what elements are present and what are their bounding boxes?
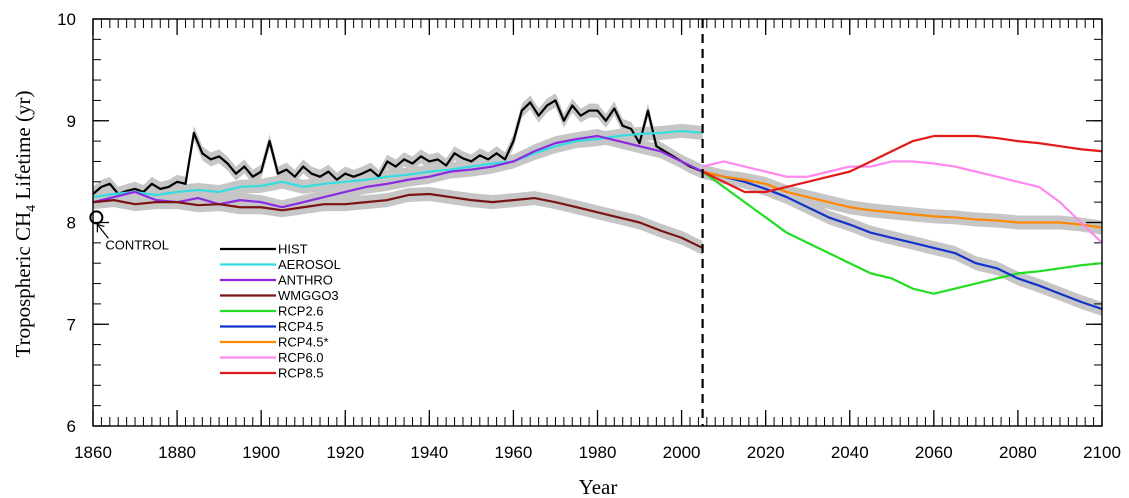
y-axis-title-suffix: Lifetime (yr) (11, 91, 35, 205)
x-tick-label: 1940 (410, 443, 448, 462)
uncertainty-band (702, 164, 1102, 235)
series-line (92, 99, 704, 196)
x-tick-labels: 1860 1880 1900 1920 1940 1960 1980 2000 2020 2040… (74, 443, 1121, 462)
y-tick-label: 7 (67, 315, 76, 334)
x-tick-label: 1920 (326, 443, 364, 462)
x-tick-label: 1860 (74, 443, 112, 462)
series-line (92, 129, 703, 199)
legend-label: HIST (278, 242, 308, 257)
series-line (701, 170, 1103, 295)
series-line (702, 160, 1103, 244)
legend-label: RCP4.5 (278, 319, 324, 334)
y-tick-label: 9 (67, 112, 76, 131)
y-tick-label: 10 (57, 10, 76, 29)
x-tick-label: 2020 (747, 443, 785, 462)
y-tick-label: 8 (67, 214, 76, 233)
y-axis-title: Tropospheric CH4 Lifetime (yr) (11, 91, 39, 358)
uncertainty-band (93, 129, 703, 215)
x-tick-label: 1900 (242, 443, 280, 462)
legend-label: WMGGO3 (278, 288, 339, 303)
legend-label: RCP8.5 (278, 366, 324, 381)
x-tick-label: 2000 (663, 443, 701, 462)
control-marker: CONTROL (89, 210, 169, 252)
legend-label: ANTHRO (278, 273, 333, 288)
legend-label: AEROSOL (278, 257, 341, 272)
series-lines (92, 99, 1103, 311)
uncertainty-band (93, 187, 703, 255)
uncertainty-band (93, 93, 703, 202)
legend-label: RCP4.5* (278, 335, 329, 350)
y-tick-labels: 6 7 8 9 10 (57, 10, 76, 436)
y-axis-title-subscript: 4 (24, 205, 39, 212)
x-tick-label: 2100 (1083, 443, 1121, 462)
x-tick-label: 2040 (831, 443, 869, 462)
uncertainty-bands (93, 93, 1102, 316)
x-tick-label: 2080 (999, 443, 1037, 462)
x-axis-title: Year (579, 475, 618, 498)
x-tick-label: 1880 (158, 443, 196, 462)
legend-label: RCP6.0 (278, 350, 324, 365)
legend-label: RCP2.6 (278, 304, 324, 319)
series-line (92, 192, 704, 249)
y-axis-title-prefix: Tropospheric CH (11, 212, 35, 358)
control-circle-icon (89, 210, 104, 225)
series-line (702, 134, 1103, 194)
series-line (702, 170, 1103, 229)
control-arrowhead-icon (96, 223, 105, 233)
legend: HISTAEROSOLANTHROWMGGO3RCP2.6RCP4.5RCP4.… (220, 242, 341, 381)
x-tick-label: 1980 (579, 443, 617, 462)
series-line (92, 134, 704, 209)
x-tick-label: 2060 (915, 443, 953, 462)
control-label: CONTROL (105, 237, 169, 252)
x-tick-label: 1960 (495, 443, 533, 462)
control-arrow-icon (96, 224, 109, 239)
y-tick-label: 6 (67, 417, 76, 436)
